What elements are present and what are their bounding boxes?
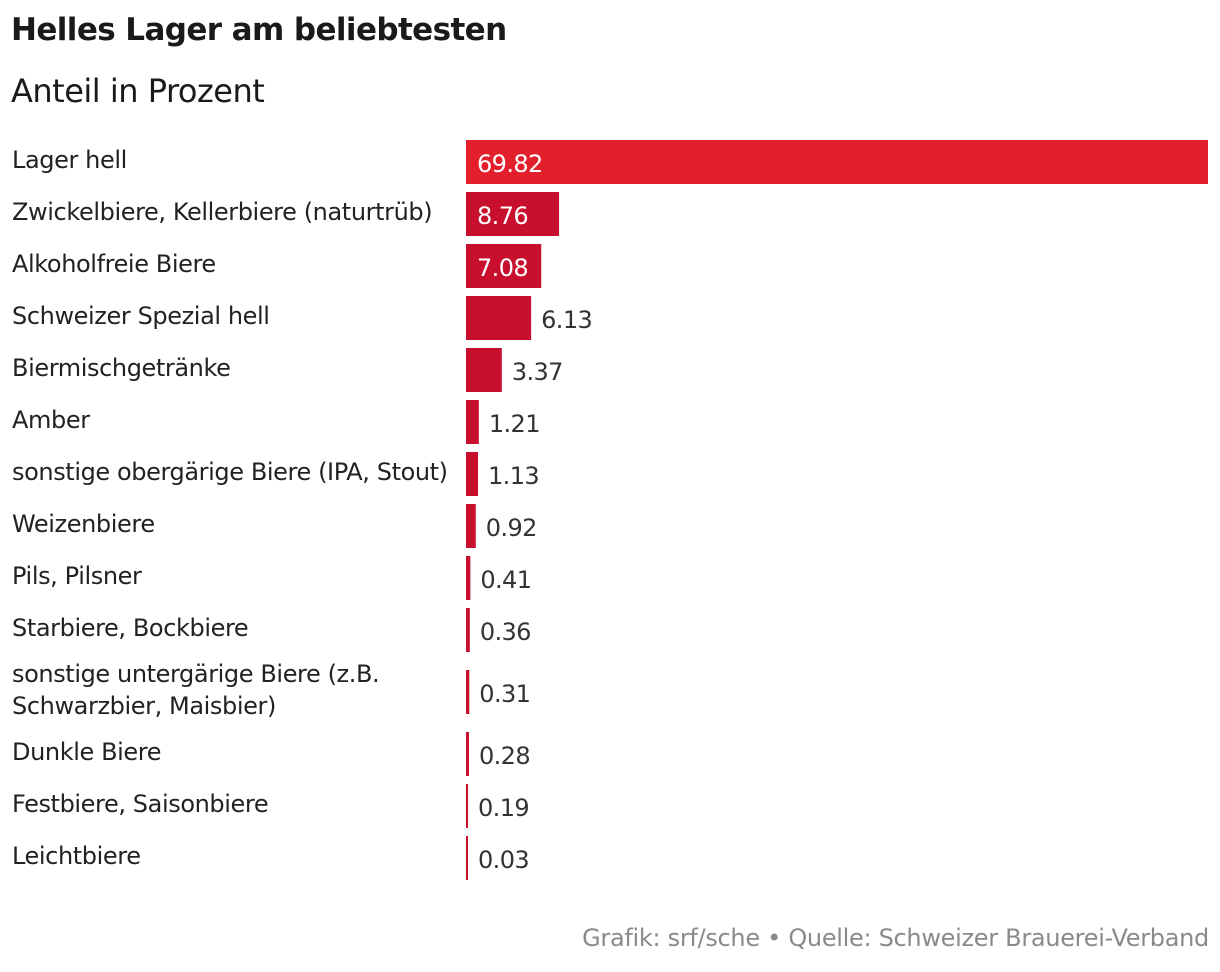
category-label: Pils, Pilsner	[12, 562, 142, 590]
value-label: 0.19	[478, 794, 529, 822]
bar	[466, 296, 532, 340]
value-label: 69.82	[477, 150, 543, 178]
value-label: 1.21	[489, 410, 540, 438]
category-label: Dunkle Biere	[12, 738, 161, 766]
value-label: 0.31	[479, 680, 530, 708]
category-label: sonstige obergärige Biere (IPA, Stout)	[12, 458, 448, 486]
bar	[466, 556, 471, 600]
bar-chart: Lager hell 69.82 Zwickelbiere, Kellerbiere…	[12, 140, 1208, 880]
bar	[466, 608, 470, 652]
category-label: Starbiere, Bockbiere	[12, 614, 248, 642]
bar	[466, 244, 542, 288]
chart-title: Helles Lager am beliebtesten	[11, 12, 507, 48]
value-label: 0.92	[486, 514, 537, 542]
category-label: Zwickelbiere, Kellerbiere (naturtrüb)	[12, 198, 432, 226]
bar	[466, 140, 1208, 184]
category-label: Schweizer Spezial hell	[12, 302, 270, 330]
value-label: 1.13	[488, 462, 539, 490]
chart-subtitle: Anteil in Prozent	[11, 72, 265, 110]
bar	[466, 670, 470, 714]
bar	[466, 504, 476, 548]
bar	[466, 836, 468, 880]
value-label: 6.13	[541, 306, 592, 334]
bar	[466, 400, 479, 444]
bar	[466, 348, 502, 392]
category-label: Leichtbiere	[12, 842, 141, 870]
bar	[466, 192, 560, 236]
value-label: 0.28	[479, 742, 530, 770]
value-label: 0.36	[480, 618, 531, 646]
value-label: 8.76	[477, 202, 528, 230]
value-label: 0.41	[480, 566, 531, 594]
category-label: Alkoholfreie Biere	[12, 250, 216, 278]
category-label: Biermischgetränke	[12, 354, 231, 382]
category-label: Weizenbiere	[12, 510, 155, 538]
source-footer: Grafik: srf/sche • Quelle: Schweizer Bra…	[582, 924, 1209, 952]
value-label: 7.08	[477, 254, 528, 282]
bar	[466, 732, 469, 776]
value-label: 3.37	[512, 358, 563, 386]
category-label: sonstige untergärige Biere (z.B. Schwarzb…	[12, 660, 379, 720]
bar	[466, 784, 469, 828]
category-label: Amber	[12, 406, 90, 434]
category-label: Festbiere, Saisonbiere	[12, 790, 268, 818]
bar	[466, 452, 479, 496]
value-label: 0.03	[478, 846, 529, 874]
category-label: Lager hell	[12, 146, 127, 174]
